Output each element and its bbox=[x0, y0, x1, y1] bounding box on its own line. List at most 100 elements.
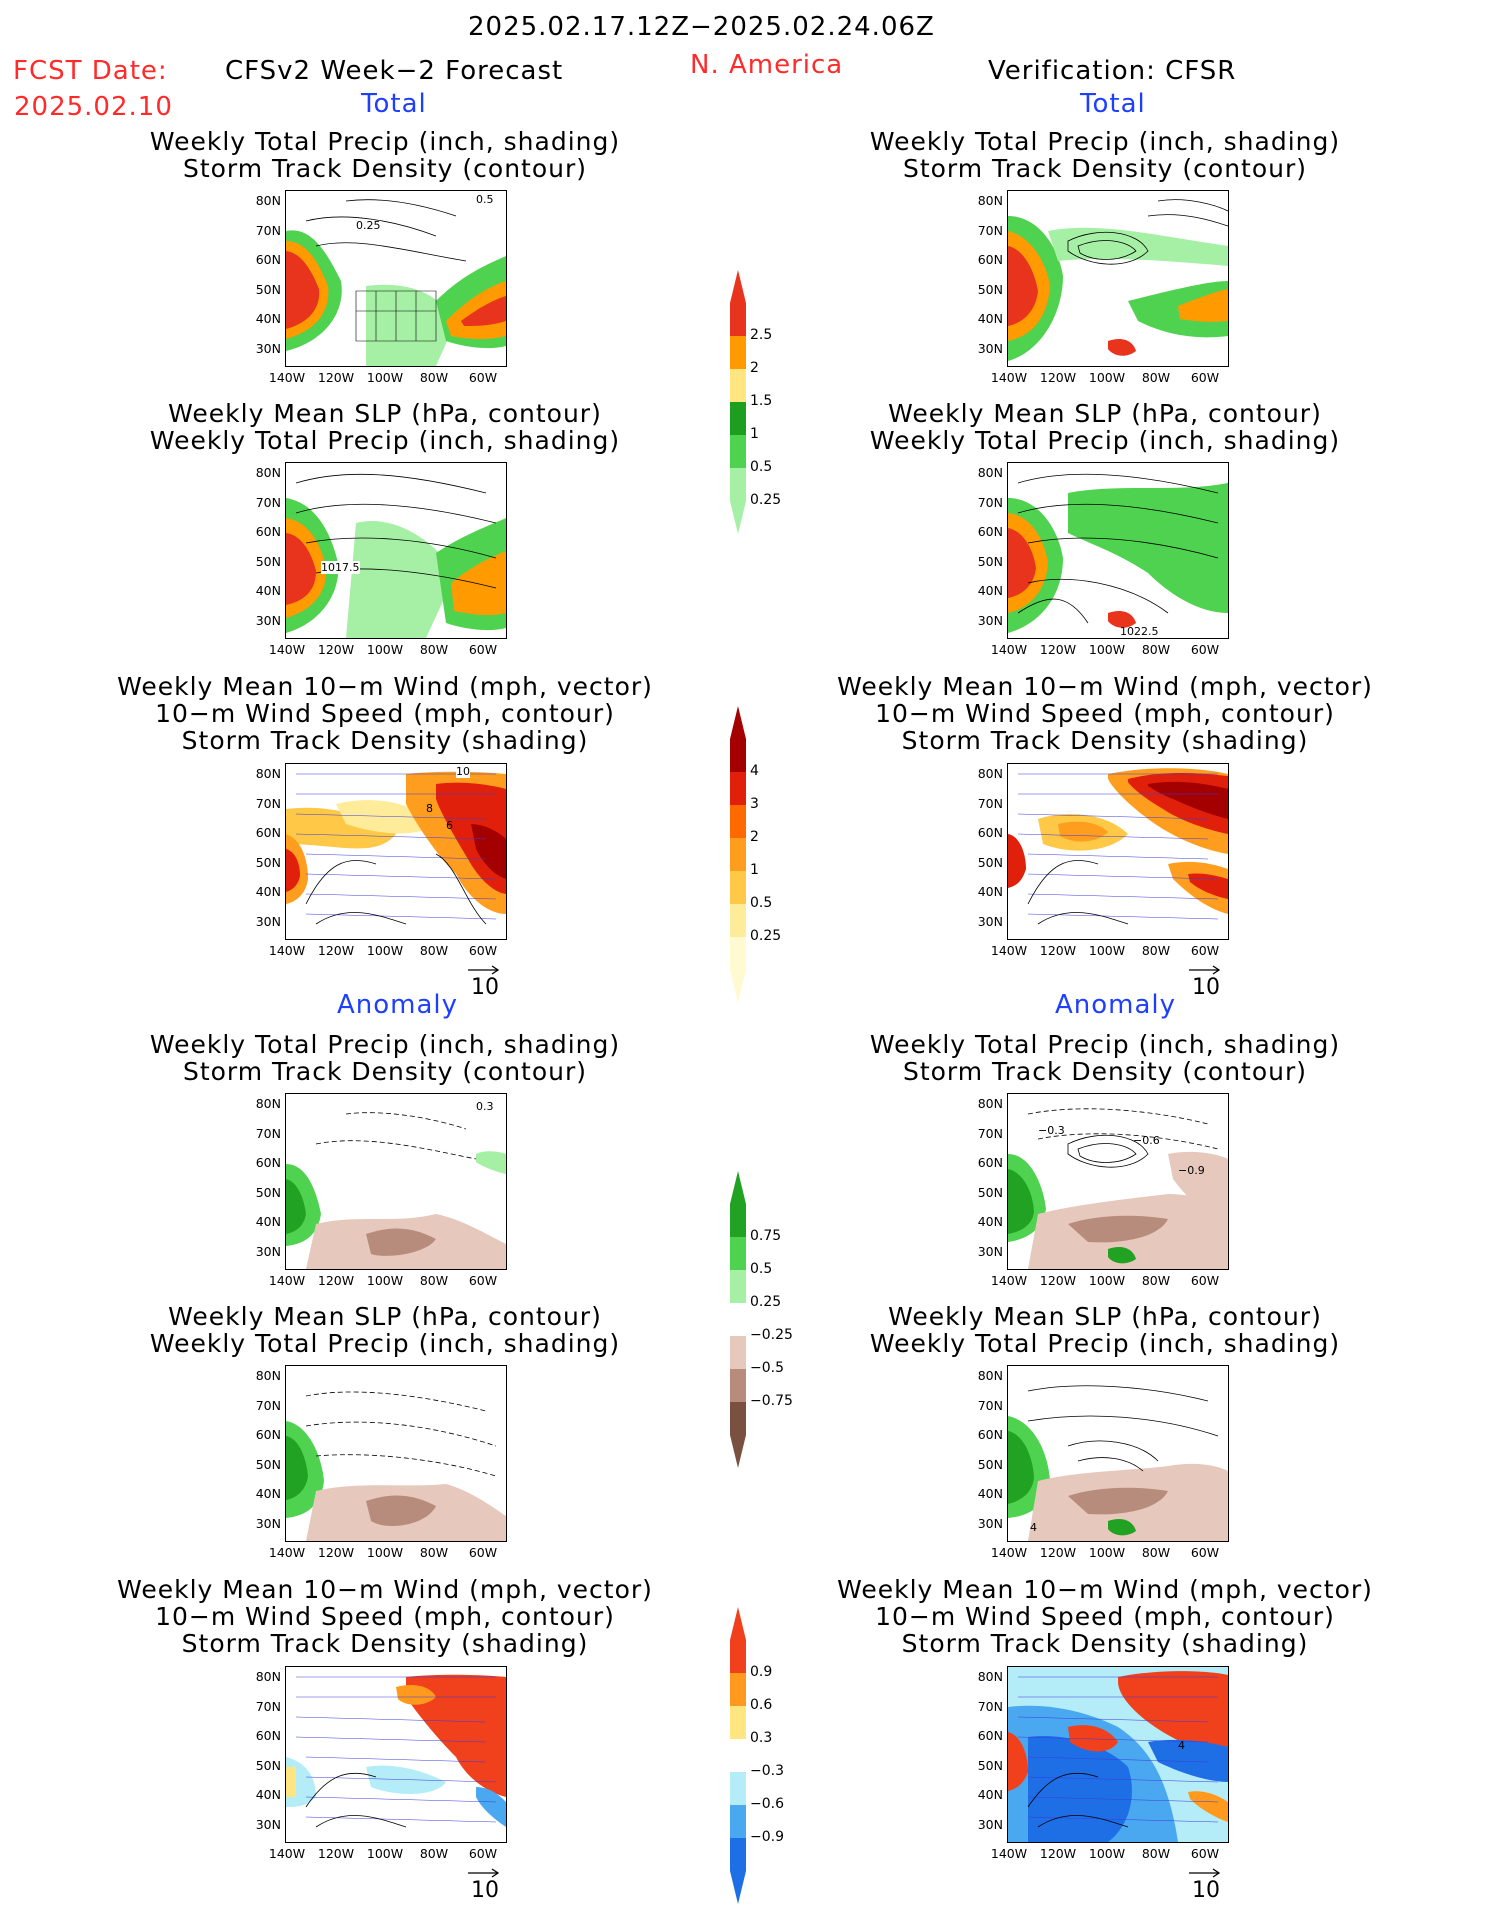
date-range: 2025.02.17.12Z−2025.02.24.06Z bbox=[468, 12, 935, 42]
fc-total-wind-title: Weekly Mean 10−m Wind (mph, vector) 10−m… bbox=[117, 672, 653, 755]
lat-tick-label: 70N bbox=[255, 494, 281, 510]
lon-tick-label: 80W bbox=[1141, 642, 1171, 657]
colorbar-label: 2 bbox=[750, 360, 759, 376]
lat-tick-label: 30N bbox=[255, 340, 281, 356]
lat-tick-label: 50N bbox=[255, 281, 281, 297]
vf-total-slp-map: 1022.5 bbox=[1007, 462, 1229, 639]
lon-tick-label: 140W bbox=[990, 1545, 1028, 1560]
colorbar-label: 0.3 bbox=[750, 1730, 773, 1746]
lat-tick-label: 30N bbox=[977, 612, 1003, 628]
vf-anom-slp-title: Weekly Mean SLP (hPa, contour) Weekly To… bbox=[869, 1302, 1341, 1358]
colorbar-segment bbox=[730, 1640, 746, 1673]
lon-tick-label: 80W bbox=[1141, 1545, 1171, 1560]
colorbar-bottom-arrow bbox=[730, 501, 746, 534]
fc-anom-wind-title: Weekly Mean 10−m Wind (mph, vector) 10−m… bbox=[117, 1575, 653, 1658]
vf-total-precip-map bbox=[1007, 190, 1229, 367]
contour-label: 1022.5 bbox=[1120, 625, 1159, 638]
lat-tick-label: 40N bbox=[255, 1787, 281, 1802]
lon-tick-label: 140W bbox=[990, 943, 1028, 958]
colorbar-segment bbox=[730, 1838, 746, 1871]
colorbar-segment bbox=[730, 1369, 746, 1402]
lon-tick-label: 140W bbox=[268, 642, 306, 657]
lat-tick-label: 50N bbox=[977, 854, 1003, 870]
contour-label: 8 bbox=[426, 802, 433, 815]
colorbar-segment bbox=[730, 838, 746, 871]
vector-arrow-icon bbox=[468, 1868, 500, 1878]
vf-total-wind-map bbox=[1007, 763, 1229, 940]
lat-tick-label: 50N bbox=[255, 1456, 281, 1472]
colorbar-segment bbox=[730, 1204, 746, 1237]
colorbar-label: 0.5 bbox=[750, 459, 773, 475]
lon-tick-label: 140W bbox=[990, 1273, 1028, 1288]
lat-tick-label: 30N bbox=[255, 1816, 281, 1832]
verification-title: Verification: CFSR bbox=[988, 56, 1237, 86]
lon-tick-label: 140W bbox=[268, 370, 306, 385]
lon-tick-label: 120W bbox=[317, 370, 355, 385]
lat-tick-label: 70N bbox=[977, 1698, 1003, 1714]
lat-tick-label: 30N bbox=[255, 913, 281, 929]
lon-tick-label: 100W bbox=[366, 1545, 404, 1560]
colorbar-label: 3 bbox=[750, 796, 759, 812]
contour-label: 10 bbox=[456, 765, 470, 778]
lon-tick-label: 80W bbox=[1141, 943, 1171, 958]
lon-tick-label: 80W bbox=[1141, 370, 1171, 385]
contour-label: 0.3 bbox=[476, 1100, 494, 1113]
lon-tick-label: 120W bbox=[317, 642, 355, 657]
colorbar-segment bbox=[730, 1270, 746, 1303]
lat-tick-label: 80N bbox=[255, 1096, 281, 1111]
colorbar-segment bbox=[730, 1772, 746, 1805]
lat-tick-label: 50N bbox=[255, 854, 281, 870]
lon-tick-label: 140W bbox=[268, 1846, 306, 1861]
contour-label: 0.25 bbox=[356, 219, 381, 232]
lon-tick-label: 100W bbox=[1088, 1545, 1126, 1560]
lat-tick-label: 30N bbox=[255, 612, 281, 628]
lon-tick-label: 100W bbox=[1088, 943, 1126, 958]
lat-tick-label: 30N bbox=[977, 1816, 1003, 1832]
colorbar-segment bbox=[730, 1336, 746, 1369]
lon-tick-label: 140W bbox=[990, 370, 1028, 385]
contour-label: 6 bbox=[446, 819, 453, 832]
contour-label: 0.5 bbox=[476, 193, 494, 206]
lon-tick-label: 120W bbox=[1039, 642, 1077, 657]
lon-tick-label: 120W bbox=[317, 1846, 355, 1861]
lat-tick-label: 40N bbox=[255, 1486, 281, 1501]
colorbar-segment bbox=[730, 336, 746, 369]
lon-tick-label: 120W bbox=[317, 1545, 355, 1560]
lat-tick-label: 50N bbox=[255, 1757, 281, 1773]
lon-tick-label: 140W bbox=[268, 1273, 306, 1288]
lat-tick-label: 70N bbox=[255, 1698, 281, 1714]
lat-tick-label: 30N bbox=[255, 1515, 281, 1531]
colorbar-segment bbox=[730, 1739, 746, 1772]
fc-anom-slp-title: Weekly Mean SLP (hPa, contour) Weekly To… bbox=[149, 1302, 621, 1358]
lat-tick-label: 60N bbox=[255, 1155, 281, 1170]
lat-tick-label: 30N bbox=[977, 1243, 1003, 1259]
colorbar-segment bbox=[730, 435, 746, 468]
colorbar-total_storm bbox=[730, 706, 746, 1003]
fcst-date-value: 2025.02.10 bbox=[14, 92, 173, 122]
lon-tick-label: 80W bbox=[419, 642, 449, 657]
colorbar-label: −0.25 bbox=[750, 1327, 793, 1343]
lat-tick-label: 70N bbox=[255, 1397, 281, 1413]
lat-tick-label: 80N bbox=[977, 1368, 1003, 1383]
vf-anom-wind-map: 4 bbox=[1007, 1666, 1229, 1843]
lon-tick-label: 60W bbox=[468, 1273, 498, 1288]
lat-tick-label: 70N bbox=[977, 1397, 1003, 1413]
lat-tick-label: 80N bbox=[255, 465, 281, 480]
lat-tick-label: 70N bbox=[977, 222, 1003, 238]
lat-tick-label: 40N bbox=[977, 583, 1003, 598]
lat-tick-label: 80N bbox=[255, 766, 281, 781]
fc-anom-precip-title: Weekly Total Precip (inch, shading) Stor… bbox=[149, 1030, 621, 1086]
verification-total-label: Total bbox=[1080, 89, 1146, 119]
lat-tick-label: 70N bbox=[255, 1125, 281, 1141]
colorbar-segment bbox=[730, 402, 746, 435]
lat-tick-label: 60N bbox=[977, 252, 1003, 267]
lat-tick-label: 50N bbox=[255, 553, 281, 569]
lon-tick-label: 80W bbox=[1141, 1273, 1171, 1288]
colorbar-total_precip bbox=[730, 270, 746, 534]
lat-tick-label: 60N bbox=[255, 1728, 281, 1743]
colorbar-label: 0.25 bbox=[750, 928, 782, 944]
lat-tick-label: 40N bbox=[255, 884, 281, 899]
colorbar-segment bbox=[730, 1402, 746, 1435]
fc-total-precip-title: Weekly Total Precip (inch, shading) Stor… bbox=[149, 127, 621, 183]
lon-tick-label: 120W bbox=[317, 1273, 355, 1288]
